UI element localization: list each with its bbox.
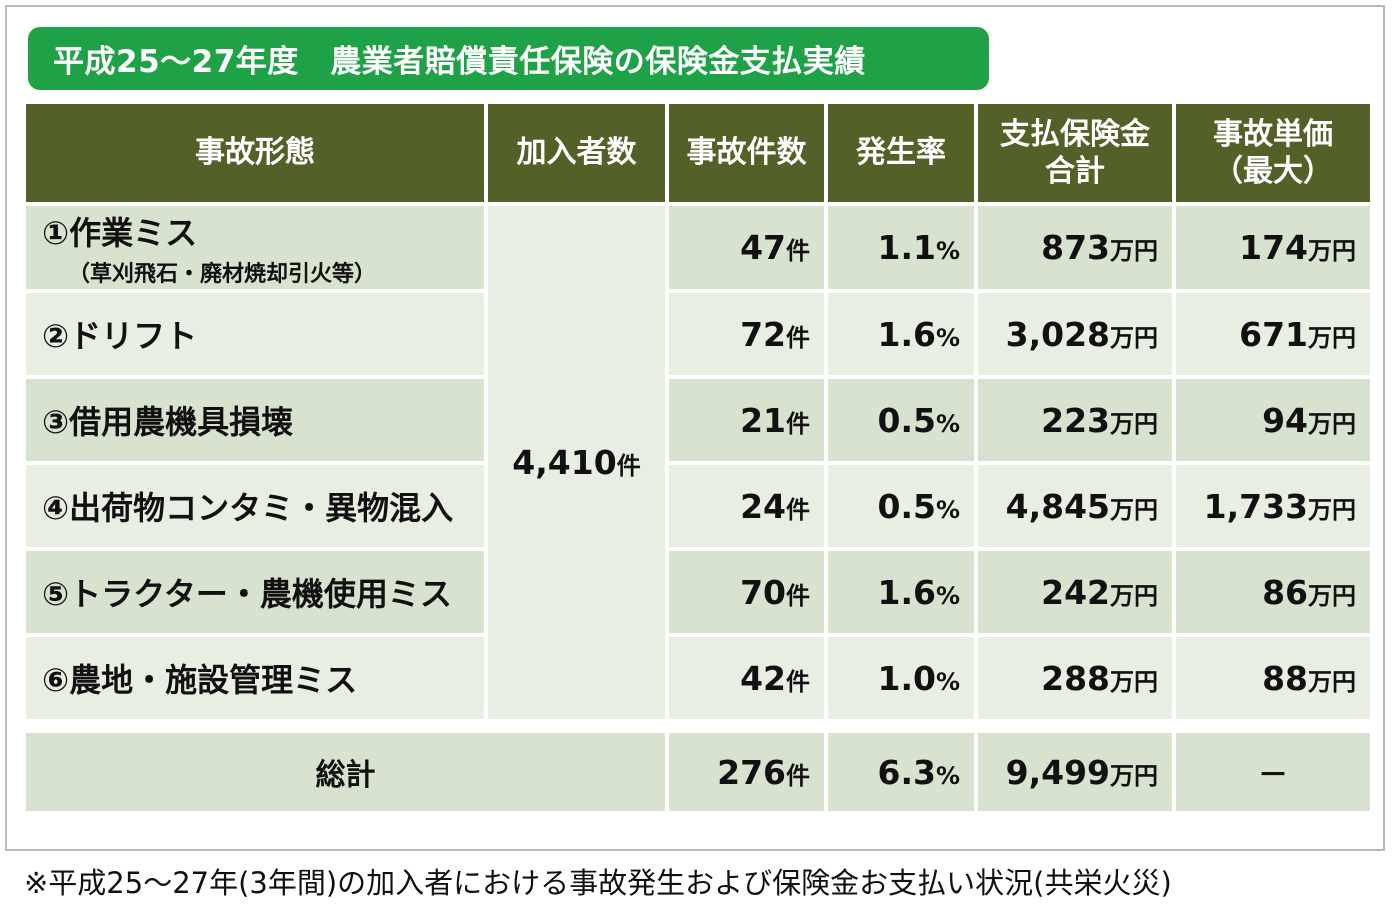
header-unit-price-line2: （最大） [1213,154,1333,189]
header-unit-price-line1: 事故単価 [1213,116,1333,152]
payout-cell: 873万円 [978,206,1172,289]
total-label: 総計 [26,733,665,811]
row-label-main: ③借用農機具損壊 [42,403,294,441]
header-payout-line1: 支払保険金 [1000,116,1150,152]
members-count-cell: 4,410件 [488,206,665,719]
unit-price-cell: 174万円 [1176,206,1370,289]
members-count: 4,410 [512,443,617,482]
accidents-cell: 47件 [669,206,824,289]
table-row: ④出荷物コンタミ・異物混入 24件 0.5% 4,845万円 1,733万円 [26,465,1370,547]
unit-price-cell: 671万円 [1176,293,1370,375]
accidents-cell: 72件 [669,293,824,375]
accidents-cell: 70件 [669,551,824,633]
row-label-main: ⑤トラクター・農機使用ミス [42,575,452,613]
rate-cell: 0.5% [828,465,974,547]
rate-cell: 1.0% [828,637,974,719]
row-label: ①作業ミス （草刈飛石・廃材焼却引火等） [26,206,484,289]
header-members: 加入者数 [488,104,665,202]
unit-price-cell: 88万円 [1176,637,1370,719]
row-label-main: ①作業ミス [42,213,198,252]
row-label-main: ④出荷物コンタミ・異物混入 [42,489,454,527]
row-label: ②ドリフト [26,293,484,375]
accidents-cell: 21件 [669,379,824,461]
payout-cell: 242万円 [978,551,1172,633]
table-row: ②ドリフト 72件 1.6% 3,028万円 671万円 [26,293,1370,375]
unit-ken: 件 [616,452,641,480]
header-accidents: 事故件数 [669,104,824,202]
total-rate: 6.3% [828,733,974,811]
row-label-main: ⑥農地・施設管理ミス [42,661,358,699]
header-payout: 支払保険金 合計 [978,104,1172,202]
rate-cell: 1.6% [828,551,974,633]
row-label: ⑥農地・施設管理ミス [26,637,484,719]
row-label: ④出荷物コンタミ・異物混入 [26,465,484,547]
header-payout-line2: 合計 [1045,154,1105,189]
total-accidents: 276件 [669,733,824,811]
unit-price-cell: 94万円 [1176,379,1370,461]
payout-cell: 223万円 [978,379,1172,461]
table-row: ⑥農地・施設管理ミス 42件 1.0% 288万円 88万円 [26,637,1370,719]
footnote: ※平成25～27年(3年間)の加入者における事故発生および保険金お支払い状況(共… [24,866,1172,900]
row-label-sub: （草刈飛石・廃材焼却引火等） [68,261,377,287]
payout-cell: 3,028万円 [978,293,1172,375]
rate-cell: 1.6% [828,293,974,375]
unit-price-cell: 86万円 [1176,551,1370,633]
accidents-cell: 24件 [669,465,824,547]
header-rate: 発生率 [828,104,974,202]
accidents-cell: 42件 [669,637,824,719]
rate-cell: 0.5% [828,379,974,461]
total-row: 総計 276件 6.3% 9,499万円 － [26,733,1370,811]
row-label: ⑤トラクター・農機使用ミス [26,551,484,633]
total-payout: 9,499万円 [978,733,1172,811]
table-row: ①作業ミス （草刈飛石・廃材焼却引火等） 4,410件 47件 1.1% 873… [26,206,1370,719]
header-unit-price: 事故単価 （最大） [1176,104,1370,202]
table-row: ⑤トラクター・農機使用ミス 70件 1.6% 242万円 86万円 [26,551,1370,633]
row-label-main: ②ドリフト [42,317,198,355]
table-row: ③借用農機具損壊 21件 0.5% 223万円 94万円 [26,379,1370,461]
insurance-payout-table: 事故形態 加入者数 事故件数 発生率 支払保険金 合計 事故単価 （最大） ①作… [22,100,1374,815]
payout-cell: 288万円 [978,637,1172,719]
payout-cell: 4,845万円 [978,465,1172,547]
header-accident-type: 事故形態 [26,104,484,202]
table-title: 平成25～27年度 農業者賠償責任保険の保険金支払実績 [28,27,989,90]
row-label: ③借用農機具損壊 [26,379,484,461]
unit-price-cell: 1,733万円 [1176,465,1370,547]
rate-cell: 1.1% [828,206,974,289]
total-unit-price: － [1176,733,1370,811]
